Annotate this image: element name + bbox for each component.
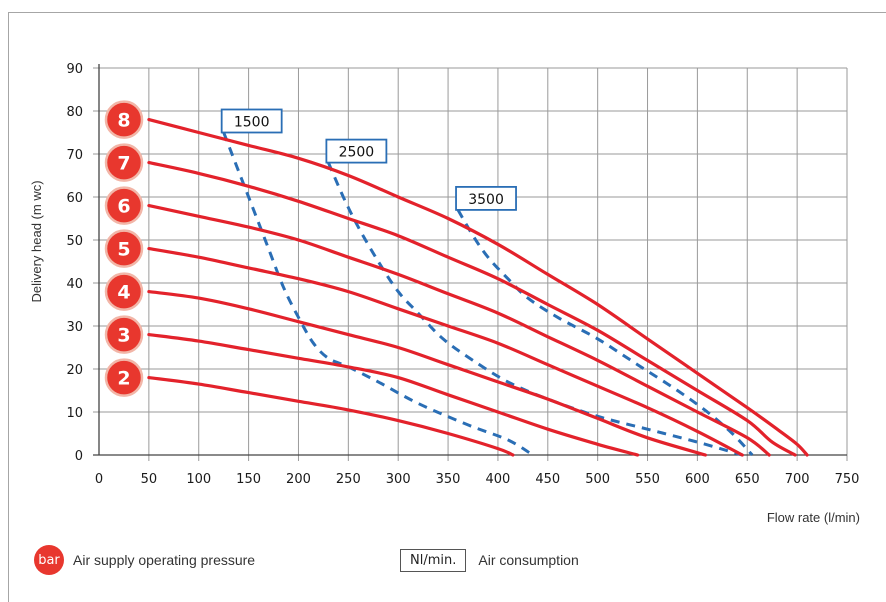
- axes: 0 50 100 150 200 250 300 350 400 450 500 550 600 650 7…: [66, 62, 859, 487]
- x-axis-title: Flow rate (l/min): [767, 510, 860, 525]
- y-tick-label: 60: [66, 191, 83, 206]
- pressure-bubble-label: 7: [117, 153, 130, 175]
- x-tick-label: 200: [286, 472, 311, 487]
- pressure-curve-6: [147, 204, 771, 457]
- y-tick-label: 90: [66, 62, 83, 77]
- pressure-curves: [147, 118, 809, 457]
- y-axis-title: Delivery head (m wc): [29, 180, 44, 302]
- legend-air: Nl/min. Air consumption: [400, 545, 579, 575]
- pressure-bubble-3: 3: [104, 315, 144, 354]
- x-tick-label: 750: [835, 472, 860, 487]
- y-tick-label: 30: [66, 320, 83, 335]
- pressure-bubble-4: 4: [104, 272, 144, 311]
- x-tick-label: 250: [336, 472, 361, 487]
- y-tick-label: 50: [66, 234, 83, 249]
- pressure-bubble-label: 4: [117, 282, 130, 304]
- pressure-bubble-8: 8: [104, 100, 144, 139]
- pressure-curve-4: [147, 290, 707, 457]
- y-tick-label: 0: [75, 449, 83, 464]
- pressure-bubble-label: 3: [117, 325, 130, 347]
- pressure-bubble-6: 6: [104, 186, 144, 225]
- pressure-curve-7: [147, 161, 797, 457]
- air-label-3500: 3500: [455, 185, 517, 211]
- pressure-bubble-label: 5: [117, 239, 130, 261]
- air-label-text: 2500: [339, 145, 375, 161]
- air-consumption-labels: 1500 2500 3500: [220, 108, 517, 211]
- air-label-text: 3500: [468, 192, 504, 208]
- x-tick-label: 150: [236, 472, 261, 487]
- x-tick-label: 650: [735, 472, 760, 487]
- chart-frame: [8, 12, 886, 602]
- air-curve-2500: [327, 161, 743, 457]
- x-tick-label: 0: [95, 472, 103, 487]
- x-tick-label: 700: [785, 472, 810, 487]
- y-tick-label: 20: [66, 363, 83, 378]
- x-tick-label: 350: [436, 472, 461, 487]
- x-tick-label: 50: [141, 472, 158, 487]
- legend-pressure: bar Air supply operating pressure: [34, 545, 255, 575]
- legend-pressure-text: Air supply operating pressure: [73, 552, 256, 568]
- air-label-text: 1500: [234, 115, 270, 131]
- y-tick-label: 40: [66, 277, 83, 292]
- x-tick-label: 450: [535, 472, 560, 487]
- pressure-curve-8: [147, 118, 809, 457]
- air-label-2500: 2500: [325, 138, 388, 164]
- bar-badge-icon: bar: [34, 545, 64, 575]
- pressure-bubble-5: 5: [104, 229, 144, 268]
- air-curve-1500: [222, 131, 534, 457]
- x-tick-label: 300: [386, 472, 411, 487]
- x-tick-label: 550: [635, 472, 660, 487]
- y-tick-label: 80: [66, 105, 83, 120]
- pressure-bubble-label: 6: [117, 196, 130, 218]
- air-curve-3500: [456, 209, 754, 457]
- pressure-bubble-7: 7: [104, 143, 144, 182]
- grid: [93, 67, 848, 461]
- pressure-curve-2: [147, 376, 515, 457]
- x-tick-label: 500: [585, 472, 610, 487]
- pressure-bubble-2: 2: [104, 358, 144, 397]
- pressure-bubble-label: 8: [117, 110, 130, 132]
- legend-air-text: Air consumption: [478, 552, 579, 568]
- pressure-curve-3: [147, 333, 640, 457]
- pressure-bubbles: 8 7 6 5 4 3 2: [104, 100, 144, 397]
- x-tick-label: 600: [685, 472, 710, 487]
- x-tick-label: 400: [486, 472, 511, 487]
- pressure-bubble-label: 2: [117, 368, 130, 390]
- air-label-1500: 1500: [220, 108, 283, 134]
- y-tick-label: 10: [66, 406, 83, 421]
- air-consumption-curves: [222, 131, 754, 457]
- x-tick-label: 100: [186, 472, 211, 487]
- y-tick-label: 70: [66, 148, 83, 163]
- nl-min-box: Nl/min.: [400, 548, 467, 572]
- pressure-curve-5: [147, 247, 744, 457]
